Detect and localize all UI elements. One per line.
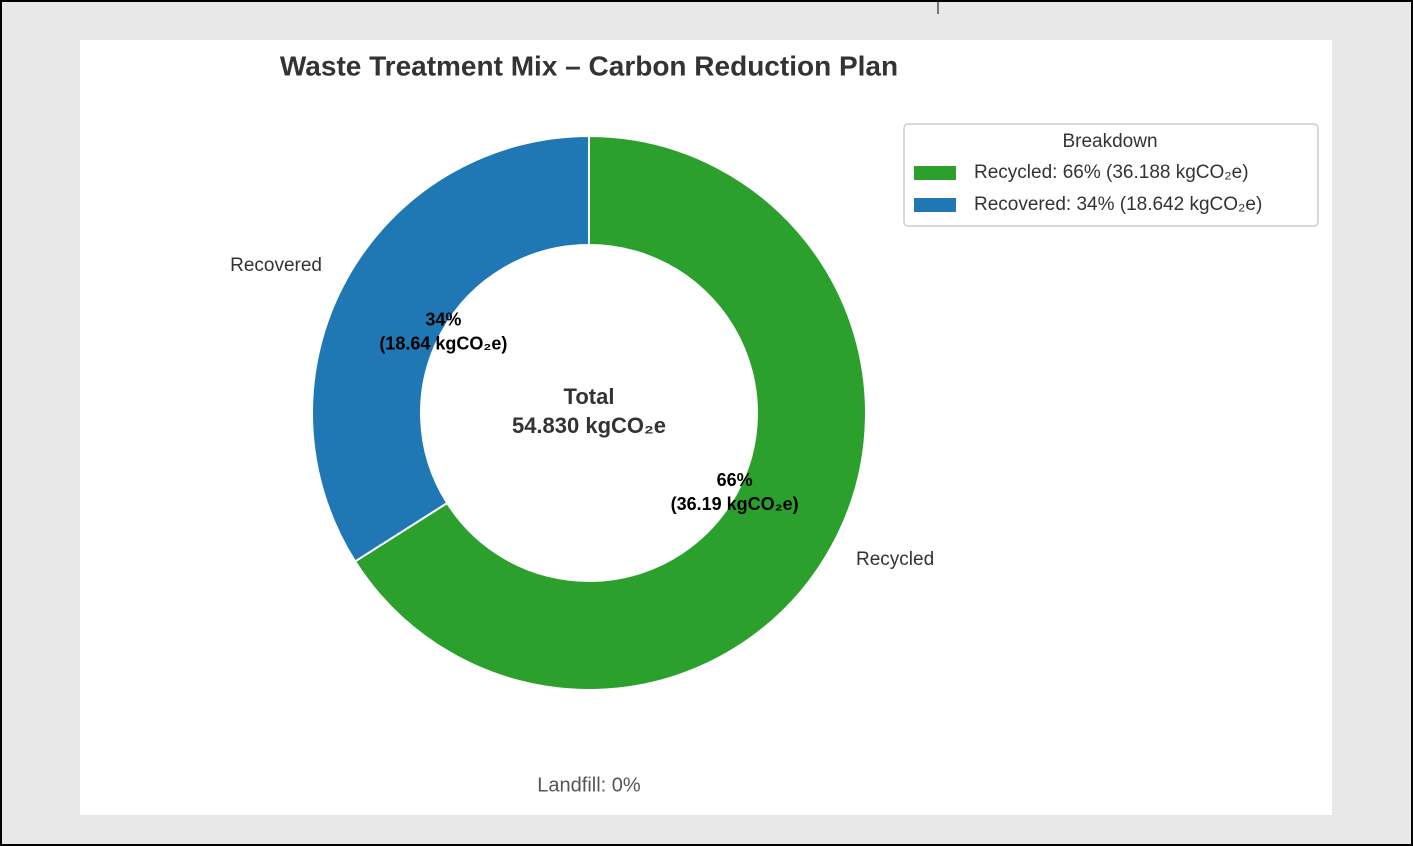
annotation: Landfill: 0% <box>537 774 641 796</box>
amount-label: (36.19 kgCO₂e) <box>671 494 799 514</box>
legend-box <box>903 123 1319 227</box>
legend-swatch <box>914 198 956 212</box>
legend-swatch <box>914 166 956 180</box>
slice <box>353 134 867 691</box>
chart-title: Waste Treatment Mix – Carbon Reduction P… <box>280 50 898 81</box>
legend-label: Recovered: 34% (18.642 kgCO₂e) <box>974 194 1262 215</box>
value-label: 34% <box>425 310 461 330</box>
value-label: 66% <box>717 470 753 490</box>
slice-label: Recovered <box>230 255 322 276</box>
center-title: Total <box>564 384 615 409</box>
slice <box>311 134 590 563</box>
legend-title: Breakdown <box>1062 131 1157 152</box>
legend-label: Recycled: 66% (36.188 kgCO₂e) <box>974 162 1249 183</box>
center-label: 54.830 kgCO₂e <box>512 413 666 438</box>
amount-label: (18.64 kgCO₂e) <box>379 334 507 354</box>
slice-label: Recycled <box>856 549 934 570</box>
